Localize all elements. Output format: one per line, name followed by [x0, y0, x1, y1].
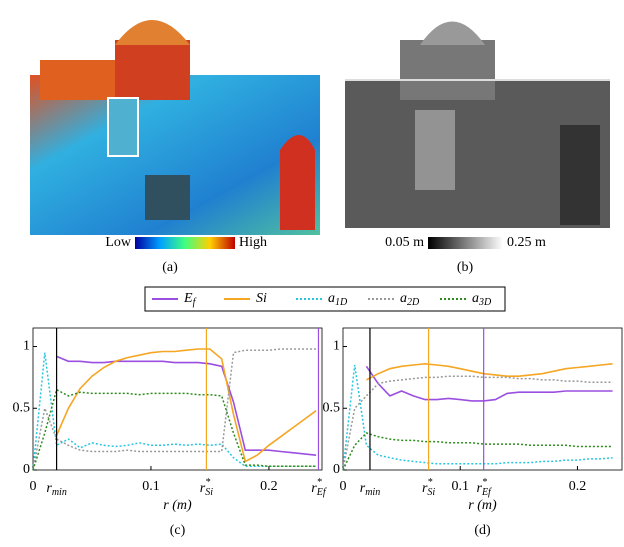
image-a: [30, 20, 320, 235]
legend-label: Ef: [183, 291, 197, 308]
y-tick-label: 0: [23, 462, 30, 477]
colorbar-low: Low: [105, 235, 132, 250]
label-sup: *: [482, 477, 487, 488]
label-base: a: [472, 291, 479, 306]
x-tick-label: 0.1: [451, 479, 469, 494]
x-tick-label: 0: [340, 479, 347, 494]
label-base: r: [200, 481, 206, 496]
label-sub: Ef: [481, 487, 492, 498]
label-sub: f: [193, 297, 197, 308]
x-tick-label: 0: [30, 479, 37, 494]
label-sub: 3D: [478, 297, 492, 308]
label-sub: 2D: [407, 297, 420, 308]
marker-label: r* Ef: [311, 477, 327, 498]
series-line: [56, 355, 317, 456]
label-sub: min: [52, 487, 67, 498]
series-line: [32, 388, 317, 471]
chart-caption: (c): [170, 523, 186, 538]
y-tick-label: 1: [23, 339, 30, 354]
label-base: r: [46, 481, 52, 496]
series-line: [32, 348, 317, 471]
label-base: E: [183, 291, 193, 306]
x-axis-label: r (m): [163, 498, 192, 513]
marker-label: rmin: [46, 481, 66, 498]
series-line: [365, 365, 613, 402]
label-sup: *: [427, 477, 432, 488]
label-sub: Si: [427, 487, 435, 498]
label-sub: min: [365, 487, 380, 498]
legend-label: a2D: [400, 291, 420, 308]
label-base: r: [360, 481, 366, 496]
label-base: a: [400, 291, 407, 306]
label-sub: Ef: [316, 487, 327, 498]
y-tick-label: 0.5: [13, 400, 31, 415]
label-base: a: [328, 291, 335, 306]
colorbar-low: 0.05 m: [385, 235, 424, 250]
label-sup: *: [205, 477, 210, 488]
label-sup: *: [317, 477, 322, 488]
x-tick-label: 0.2: [260, 479, 278, 494]
label-sub: Si: [205, 487, 213, 498]
series-line: [342, 364, 613, 471]
chart-caption: (d): [474, 523, 491, 538]
panel-caption: (a): [162, 260, 178, 275]
label-base: r: [477, 481, 483, 496]
legend-label: a1D: [328, 291, 348, 308]
marker-label: rmin: [360, 481, 380, 498]
series-line: [32, 352, 317, 471]
series-line: [366, 362, 613, 381]
image-b: [345, 21, 610, 228]
legend-label: Si: [256, 291, 267, 306]
y-tick-label: 0: [333, 462, 340, 477]
marker-label: r* Ef: [477, 477, 493, 498]
colorbar-high: 0.25 m: [507, 235, 546, 250]
series-line: [342, 432, 613, 471]
y-tick-label: 1: [333, 339, 340, 354]
colorbar-a: [135, 237, 235, 249]
legend-label: a3D: [472, 291, 492, 308]
legend: [144, 286, 506, 312]
x-tick-label: 0.2: [569, 479, 587, 494]
x-axis-label: r (m): [468, 498, 497, 513]
label-base: Si: [256, 291, 267, 306]
series-line: [55, 348, 317, 463]
label-base: r: [422, 481, 428, 496]
marker-label: r* Si: [422, 477, 435, 498]
colorbar-high: High: [239, 235, 267, 250]
label-base: r: [311, 481, 317, 496]
panel-caption: (b): [457, 260, 474, 275]
series-line: [342, 375, 613, 471]
x-tick-label: 0.1: [142, 479, 160, 494]
plot-frame: [342, 327, 623, 471]
marker-label: r* Si: [200, 477, 213, 498]
y-tick-label: 0.5: [323, 400, 341, 415]
label-sub: 1D: [335, 297, 348, 308]
plot-frame: [32, 327, 323, 471]
colorbar-b: [428, 237, 503, 249]
